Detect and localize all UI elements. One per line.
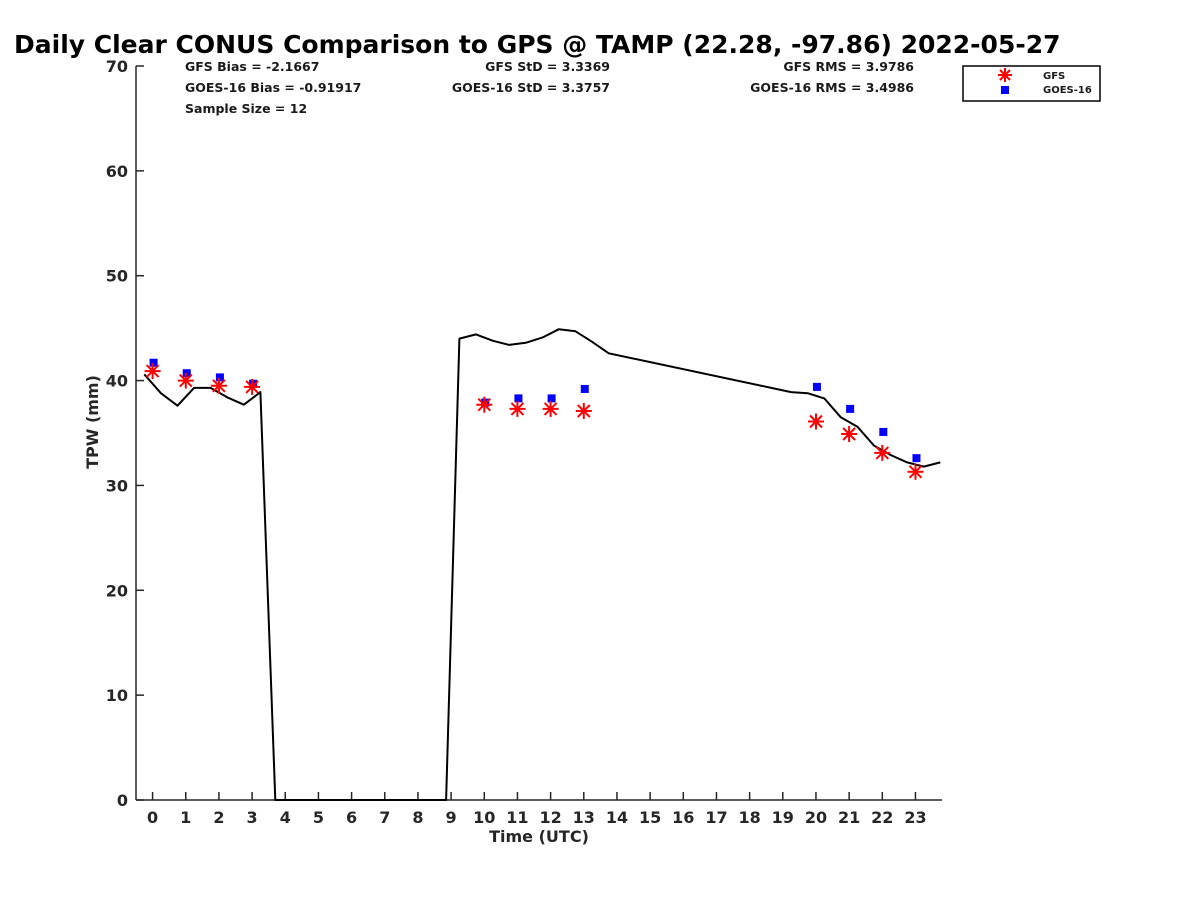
legend: GFS GOES-16 xyxy=(962,65,1101,102)
chart-title: Daily Clear CONUS Comparison to GPS @ TA… xyxy=(14,30,1061,59)
gfs-std-text: GFS StD = 3.3369 xyxy=(485,59,610,74)
x-tick-label: 14 xyxy=(606,808,628,827)
x-tick-label: 8 xyxy=(412,808,423,827)
x-tick-label: 20 xyxy=(805,808,827,827)
data-point-goes-16 xyxy=(580,384,589,393)
data-point-goes-16 xyxy=(912,454,921,463)
data-point-gfs xyxy=(808,413,824,430)
data-point-gfs xyxy=(476,396,493,413)
y-tick-label: 10 xyxy=(106,686,128,705)
sample-size-text: Sample Size = 12 xyxy=(185,101,307,116)
goes-rms-text: GOES-16 RMS = 3.4986 xyxy=(750,80,914,95)
x-tick-label: 16 xyxy=(672,808,694,827)
x-tick-label: 11 xyxy=(506,808,528,827)
x-axis-label: Time (UTC) xyxy=(489,827,589,846)
data-point-goes-16 xyxy=(879,427,888,436)
data-point-goes-16 xyxy=(812,382,821,391)
x-tick-label: 2 xyxy=(213,808,224,827)
legend-goes-label: GOES-16 xyxy=(1043,85,1092,96)
legend-box xyxy=(962,65,1101,102)
data-point-gfs xyxy=(575,403,592,419)
x-tick-label: 18 xyxy=(738,808,760,827)
x-tick-label: 23 xyxy=(904,808,926,827)
data-point-gfs xyxy=(907,463,924,480)
gfs-rms-text: GFS RMS = 3.9786 xyxy=(783,59,914,74)
y-tick-label: 0 xyxy=(117,791,128,810)
y-tick-label: 30 xyxy=(106,476,128,495)
x-tick-label: 19 xyxy=(772,808,794,827)
x-tick-label: 7 xyxy=(379,808,390,827)
x-tick-label: 3 xyxy=(247,808,258,827)
x-tick-label: 0 xyxy=(147,808,158,827)
x-tick-label: 21 xyxy=(838,808,860,827)
gfs-bias-text: GFS Bias = -2.1667 xyxy=(185,59,319,74)
stats-panel: GFS Bias = -2.1667 GOES-16 Bias = -0.919… xyxy=(185,59,914,116)
goes-bias-text: GOES-16 Bias = -0.91917 xyxy=(185,80,361,95)
data-point-gfs xyxy=(542,400,559,417)
data-point-goes-16 xyxy=(547,394,556,403)
y-tick-label: 20 xyxy=(106,581,128,600)
y-tick-label: 60 xyxy=(106,162,128,181)
x-tick-label: 10 xyxy=(473,808,495,827)
data-point-goes-16 xyxy=(149,358,158,367)
data-point-goes-16 xyxy=(514,394,523,403)
x-tick-label: 13 xyxy=(573,808,595,827)
data-point-gfs xyxy=(509,400,526,417)
data-point-goes-16 xyxy=(215,373,224,382)
y-tick-label: 50 xyxy=(106,267,128,286)
legend-gfs-label: GFS xyxy=(1043,71,1065,82)
x-tick-label: 9 xyxy=(446,808,457,827)
series-line-gps xyxy=(143,328,941,801)
y-axis-label: TPW (mm) xyxy=(83,375,102,469)
y-tick-label: 40 xyxy=(106,372,128,391)
x-tick-label: 12 xyxy=(539,808,561,827)
data-point-gfs xyxy=(210,377,227,394)
x-tick-label: 22 xyxy=(871,808,893,827)
goes-std-text: GOES-16 StD = 3.3757 xyxy=(452,80,610,95)
data-point-gfs xyxy=(244,378,261,395)
x-tick-label: 6 xyxy=(346,808,357,827)
data-point-goes-16 xyxy=(846,404,855,413)
legend-gfs-marker xyxy=(998,68,1012,82)
x-tick-label: 4 xyxy=(280,808,291,827)
x-tick-label: 17 xyxy=(705,808,727,827)
x-tick-label: 1 xyxy=(180,808,191,827)
x-tick-label: 15 xyxy=(639,808,661,827)
x-tick-label: 5 xyxy=(313,808,324,827)
data-point-gfs xyxy=(874,444,891,461)
data-point-gfs xyxy=(144,363,161,380)
series-layer xyxy=(143,328,941,801)
y-tick-label: 70 xyxy=(106,57,128,76)
data-point-gfs xyxy=(177,372,194,389)
legend-goes-marker xyxy=(1001,86,1009,94)
data-point-gfs xyxy=(841,426,858,442)
